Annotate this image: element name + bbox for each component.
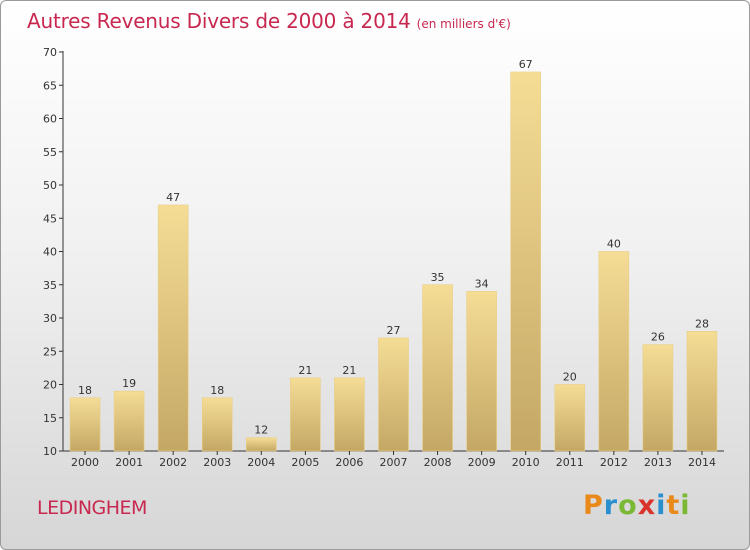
- bar: [642, 344, 674, 452]
- x-tick-label: 2008: [424, 456, 452, 469]
- y-tick-label: 70: [43, 46, 57, 59]
- y-tick-label: 40: [43, 246, 57, 259]
- bar: [113, 390, 145, 452]
- x-tick-label: 2005: [291, 456, 319, 469]
- logo-letter: P: [583, 490, 604, 521]
- y-tick-label: 45: [43, 212, 57, 225]
- bar: [334, 377, 365, 452]
- x-tick-label: 2003: [203, 456, 231, 469]
- bar: [157, 204, 189, 452]
- bar: [422, 284, 453, 452]
- chart-title: Autres Revenus Divers de 2000 à 2014: [27, 9, 411, 33]
- bar: [554, 384, 586, 452]
- bar: [598, 251, 630, 452]
- bar-value-label: 19: [122, 377, 136, 390]
- x-tick-label: 2004: [247, 456, 275, 469]
- y-tick-label: 65: [43, 79, 57, 92]
- logo-letter: r: [603, 490, 619, 521]
- y-tick-label: 55: [43, 146, 57, 159]
- bar: [246, 437, 277, 452]
- bar: [466, 291, 497, 452]
- y-tick-label: 30: [43, 312, 57, 325]
- x-tick-label: 2001: [115, 456, 143, 469]
- location-label: LEDINGHEM: [37, 497, 147, 519]
- x-tick-label: 2000: [71, 456, 99, 469]
- bar-value-label: 47: [166, 191, 180, 204]
- y-tick-label: 15: [43, 412, 57, 425]
- bar: [378, 337, 409, 452]
- bar-value-label: 40: [607, 238, 621, 251]
- x-tick-label: 2010: [512, 456, 540, 469]
- logo-letter: i: [656, 490, 667, 521]
- bar-value-label: 12: [254, 424, 268, 437]
- bar-value-label: 20: [563, 371, 577, 384]
- bar-value-label: 18: [78, 384, 92, 397]
- bar: [290, 377, 321, 452]
- x-tick-label: 2011: [556, 456, 584, 469]
- bar-value-label: 67: [519, 58, 533, 71]
- x-tick-label: 2013: [644, 456, 672, 469]
- bar: [201, 397, 233, 452]
- y-tick-label: 50: [43, 179, 57, 192]
- x-tick-label: 2009: [468, 456, 496, 469]
- bar-value-label: 26: [651, 331, 665, 344]
- y-tick-label: 25: [43, 345, 57, 358]
- bar-value-label: 21: [298, 364, 312, 377]
- x-tick-label: 2014: [688, 456, 716, 469]
- y-tick-label: 20: [43, 379, 57, 392]
- logo-letter: o: [618, 490, 638, 521]
- bar-value-label: 35: [431, 271, 445, 284]
- bar-value-label: 18: [210, 384, 224, 397]
- bar-value-label: 27: [387, 324, 401, 337]
- bar: [510, 71, 542, 452]
- logo-letter: t: [666, 490, 681, 521]
- bar-value-label: 34: [475, 277, 489, 290]
- x-tick-label: 2012: [600, 456, 628, 469]
- bar-value-label: 21: [342, 364, 356, 377]
- y-tick-label: 10: [43, 445, 57, 458]
- bar: [69, 397, 101, 452]
- y-tick-label: 60: [43, 113, 57, 126]
- x-tick-label: 2007: [380, 456, 408, 469]
- bar-value-label: 28: [695, 317, 709, 330]
- proxiti-logo: Proxiti: [583, 490, 691, 521]
- logo-letter: x: [637, 490, 657, 521]
- y-tick-label: 35: [43, 279, 57, 292]
- x-tick-label: 2006: [335, 456, 363, 469]
- logo-letter: i: [680, 490, 691, 521]
- bar: [686, 330, 718, 452]
- x-tick-label: 2002: [159, 456, 187, 469]
- chart-unit-label: (en milliers d'€): [416, 17, 511, 31]
- chart-header: Autres Revenus Divers de 2000 à 2014 (en …: [27, 9, 511, 33]
